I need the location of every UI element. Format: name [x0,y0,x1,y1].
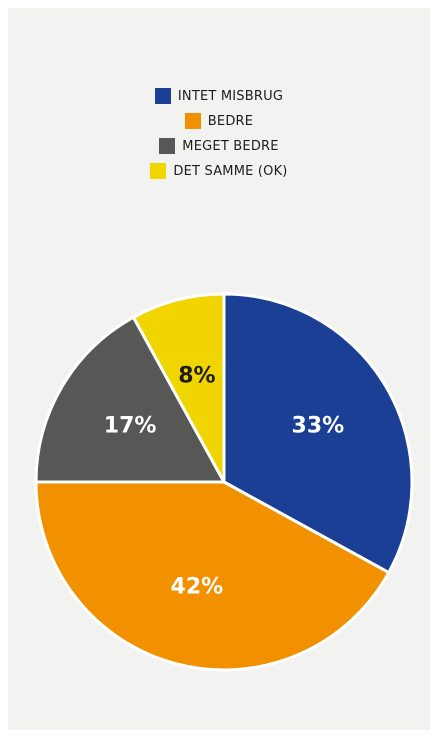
slice-label: 42% [171,575,224,600]
legend-item: INTET MISBRUG [154,88,284,104]
legend-swatch [184,113,201,129]
slice-label: 33% [292,413,345,438]
legend-swatch [150,163,167,179]
legend-label: DET SAMME (OK) [173,163,288,179]
legend: INTET MISBRUG BEDRE MEGET BEDRE DET SAMME (… [8,88,430,179]
slice-label: 17% [104,413,157,438]
legend-label: INTET MISBRUG [177,88,284,104]
pie-slice [131,292,226,483]
pie-slice [34,480,391,672]
legend-swatch [159,138,176,154]
pie-slice [34,315,227,484]
slice-label: 8% [178,363,215,388]
pie-slice [222,292,414,575]
legend-swatch [154,88,171,104]
legend-item: DET SAMME (OK) [150,163,287,179]
legend-label: BEDRE [207,113,254,129]
legend-label: MEGET BEDRE [182,138,279,154]
legend-item: MEGET BEDRE [159,138,278,154]
legend-item: BEDRE [184,113,254,129]
